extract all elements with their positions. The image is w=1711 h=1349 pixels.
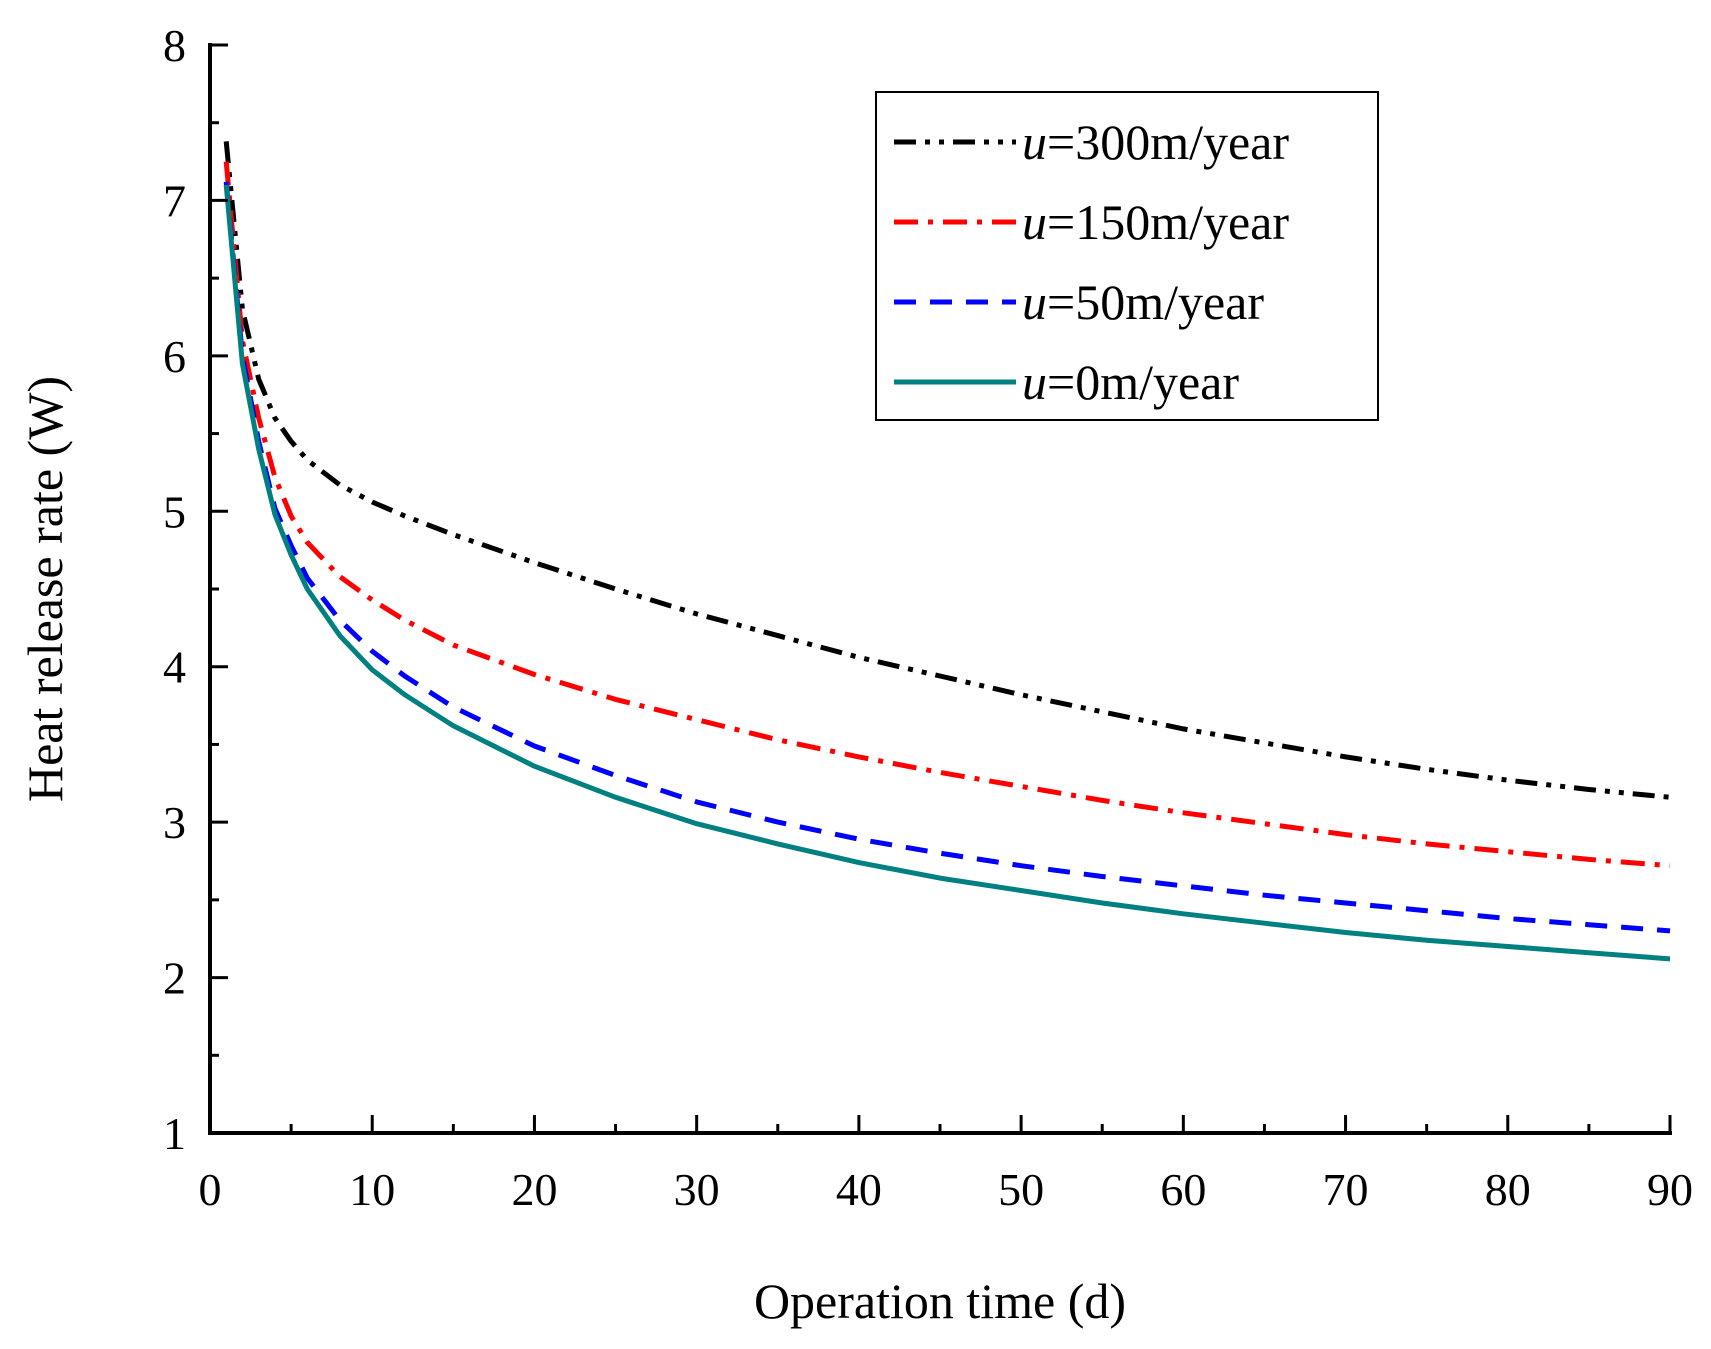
y-tick-label: 4 (163, 642, 186, 693)
y-axis-title: Heat release rate (W) (17, 376, 73, 802)
series-line-u-150m-year (223, 161, 1671, 869)
legend-label: u=50m/year (1022, 274, 1264, 330)
y-tick-label: 6 (163, 331, 186, 382)
legend-label-text: =0m/year (1047, 354, 1239, 410)
x-tick-label: 70 (1323, 1164, 1369, 1215)
legend-label-variable: u (1022, 274, 1047, 330)
legend-label-text: =300m/year (1047, 114, 1289, 170)
legend-label: u=0m/year (1022, 354, 1239, 410)
x-tick-label: 50 (998, 1164, 1044, 1215)
legend-label: u=150m/year (1022, 194, 1289, 250)
x-tick-label: 90 (1647, 1164, 1693, 1215)
y-tick-label: 8 (163, 20, 186, 71)
legend-label-text: =50m/year (1047, 274, 1264, 330)
x-tick-label: 20 (511, 1164, 557, 1215)
x-tick-label: 60 (1160, 1164, 1206, 1215)
series-layer (223, 141, 1671, 962)
legend: u=300m/yearu=150m/yearu=50m/yearu=0m/yea… (875, 91, 1379, 421)
y-tick-label: 2 (163, 953, 186, 1004)
legend-label-text: =150m/year (1047, 194, 1289, 250)
legend-label-variable: u (1022, 194, 1047, 250)
y-tick-label: 7 (163, 175, 186, 226)
y-tick-label: 5 (163, 486, 186, 537)
x-tick-label: 0 (199, 1164, 222, 1215)
legend-label-variable: u (1022, 354, 1047, 410)
y-tick-label: 3 (163, 797, 186, 848)
x-tick-label: 10 (349, 1164, 395, 1215)
legend-label: u=300m/year (1022, 114, 1289, 170)
legend-box (875, 91, 1379, 421)
series-line-u-300m-year (223, 141, 1671, 800)
ticks-layer: 0 10 20 30 40 50 60 70 80 90 1 2 3 4 5 6 7 8 (163, 20, 1693, 1215)
x-tick-label: 80 (1485, 1164, 1531, 1215)
x-tick-label: 30 (674, 1164, 720, 1215)
x-axis-title: Operation time (d) (754, 1273, 1126, 1329)
x-tick-label: 40 (836, 1164, 882, 1215)
legend-label-variable: u (1022, 114, 1047, 170)
series-line-u-50m-year (223, 181, 1671, 934)
y-tick-label: 1 (163, 1108, 186, 1159)
series-line-u-0m-year (223, 184, 1671, 962)
